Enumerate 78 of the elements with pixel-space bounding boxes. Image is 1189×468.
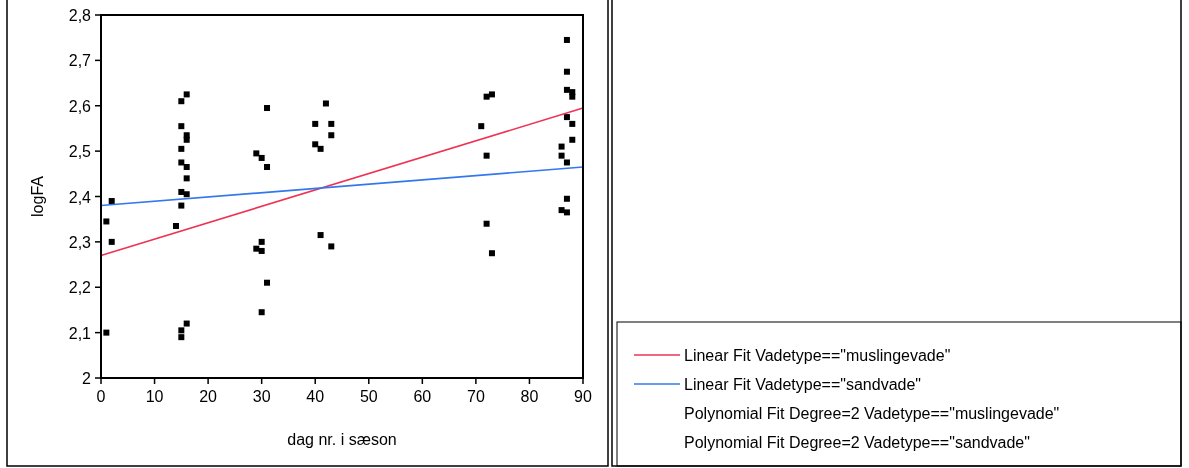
x-axis-title: dag nr. i sæson	[287, 431, 397, 448]
point	[103, 218, 110, 225]
x-tick-label: 40	[306, 388, 325, 405]
point	[563, 159, 570, 166]
point	[258, 238, 265, 245]
x-tick-label: 90	[574, 388, 592, 405]
point	[183, 164, 190, 171]
point	[172, 222, 179, 229]
point	[108, 198, 115, 205]
point	[558, 143, 565, 150]
point	[317, 145, 324, 152]
point	[264, 164, 271, 171]
point	[253, 245, 260, 252]
point	[258, 247, 265, 254]
y-tick-label: 2,6	[68, 97, 92, 115]
y-tick-label: 2,4	[68, 188, 92, 206]
x-tick-label: 0	[96, 388, 106, 405]
point	[563, 209, 570, 216]
point	[178, 327, 185, 334]
point	[183, 175, 190, 182]
point	[183, 91, 190, 98]
point	[478, 123, 485, 130]
text: Polynomial Fit Degree=2 Vadetype=="sandvade"	[684, 434, 1030, 451]
point	[569, 120, 576, 127]
point	[178, 123, 185, 130]
y-tick-label: 2,2	[68, 279, 92, 297]
x-tick-label: 70	[466, 388, 485, 405]
point	[183, 191, 190, 198]
point	[563, 36, 570, 43]
point	[264, 279, 271, 286]
y-tick-label: 2,7	[68, 52, 92, 70]
point	[569, 136, 576, 143]
x-tick-label: 80	[520, 388, 539, 405]
point	[108, 238, 115, 245]
point	[488, 250, 495, 257]
point	[178, 159, 185, 166]
x-tick-label: 20	[199, 388, 218, 405]
point	[258, 309, 265, 316]
point	[328, 132, 335, 139]
point	[178, 334, 185, 341]
point	[178, 188, 185, 195]
point	[183, 136, 190, 143]
point	[178, 98, 185, 105]
point	[103, 329, 110, 336]
point	[558, 152, 565, 159]
point	[563, 195, 570, 202]
point	[178, 202, 185, 209]
point	[483, 152, 490, 159]
legend-label: Linear Fit Vadetype=="sandvade"	[684, 376, 921, 393]
x-tick-label: 60	[413, 388, 432, 405]
y-tick-label: 2,5	[68, 143, 92, 161]
x-tick-label: 50	[359, 388, 378, 405]
x-tick-label: 30	[252, 388, 271, 405]
point	[264, 105, 271, 112]
y-axis-title: logFA	[29, 175, 46, 217]
y-tick-label: 2	[82, 370, 92, 387]
y-tick-label: 2,8	[68, 7, 92, 24]
point	[312, 120, 319, 127]
point	[317, 232, 324, 239]
point	[328, 120, 335, 127]
point	[563, 68, 570, 75]
text: Polynomial Fit Degree=2 Vadetype=="muslingevade"	[684, 405, 1060, 422]
point	[312, 141, 319, 148]
point	[328, 243, 335, 250]
x-tick-label: 10	[145, 388, 164, 405]
point	[258, 154, 265, 161]
point	[483, 220, 490, 227]
point	[563, 114, 570, 121]
point	[183, 320, 190, 327]
point	[253, 150, 260, 157]
y-tick-label: 2,3	[68, 233, 92, 251]
point	[178, 145, 185, 152]
point	[488, 91, 495, 98]
point	[483, 93, 490, 100]
point	[569, 93, 576, 100]
y-tick-label: 2,1	[68, 324, 92, 342]
legend-label: Linear Fit Vadetype=="muslingevade"	[684, 347, 951, 364]
point	[322, 100, 329, 107]
